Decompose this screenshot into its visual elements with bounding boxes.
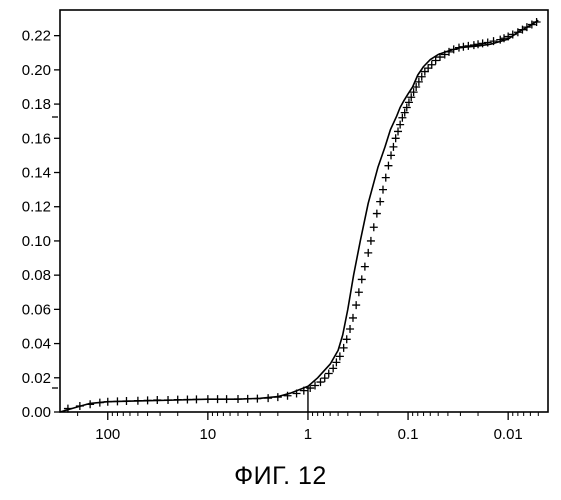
data-point xyxy=(343,335,351,343)
data-point xyxy=(86,400,94,408)
data-point xyxy=(192,395,200,403)
data-point xyxy=(396,121,404,129)
data-point xyxy=(370,223,378,231)
data-point xyxy=(204,395,212,403)
series-curve xyxy=(60,20,538,412)
data-point xyxy=(113,397,121,405)
data-point xyxy=(349,314,357,322)
data-point xyxy=(387,151,395,159)
y-tick-label: 0.16 xyxy=(22,130,51,147)
x-axis: 100 10 1 0.1 0.01 xyxy=(78,412,539,443)
y-tick-label: 0.02 xyxy=(22,370,51,387)
data-point xyxy=(293,390,301,398)
data-point xyxy=(459,43,467,51)
data-point xyxy=(355,288,363,296)
y-tick-label: 0.10 xyxy=(22,233,51,250)
data-point xyxy=(174,396,182,404)
x-tick-label: 100 xyxy=(95,426,120,443)
data-point xyxy=(223,395,231,403)
x-tick-label: 1 xyxy=(304,426,312,443)
plot-frame xyxy=(60,10,548,412)
data-point xyxy=(164,396,172,404)
figure-caption: ФИГ. 12 xyxy=(0,462,561,491)
y-tick-label: 0.22 xyxy=(22,28,51,45)
data-point xyxy=(352,301,360,309)
y-tick-label: 0.12 xyxy=(22,199,51,216)
y-tick-label: 0.06 xyxy=(22,301,51,318)
data-point xyxy=(122,397,130,405)
data-point xyxy=(376,198,384,206)
annotations xyxy=(52,117,308,412)
data-point xyxy=(325,370,333,378)
data-point xyxy=(234,395,242,403)
data-point xyxy=(474,40,482,48)
data-point xyxy=(214,395,222,403)
y-tick-label: 0.18 xyxy=(22,96,51,113)
data-point xyxy=(361,263,369,271)
data-point xyxy=(382,174,390,182)
data-point xyxy=(464,42,472,50)
y-axis: 0.00 0.02 0.04 0.06 0.08 0.10 0.12 0.14 0.16 0.18… xyxy=(22,28,60,421)
data-point xyxy=(274,393,282,401)
series-markers xyxy=(64,18,541,413)
data-point xyxy=(153,396,161,404)
data-point xyxy=(340,344,348,352)
data-point xyxy=(253,395,261,403)
data-point xyxy=(244,395,252,403)
data-point xyxy=(96,399,104,407)
data-point xyxy=(104,398,112,406)
y-tick-label: 0.00 xyxy=(22,404,51,421)
y-tick-label: 0.20 xyxy=(22,62,51,79)
series-line xyxy=(60,20,538,412)
data-point xyxy=(394,127,402,135)
data-point xyxy=(134,397,142,405)
y-tick-label: 0.04 xyxy=(22,336,51,353)
data-point xyxy=(183,396,191,404)
data-point xyxy=(367,237,375,245)
y-tick-label: 0.08 xyxy=(22,267,51,284)
data-point xyxy=(373,210,381,218)
x-tick-label: 10 xyxy=(200,426,217,443)
data-point xyxy=(346,325,354,333)
data-point xyxy=(358,275,366,283)
y-tick-label: 0.14 xyxy=(22,165,51,182)
data-point xyxy=(384,162,392,170)
data-point xyxy=(321,374,329,382)
data-point xyxy=(389,143,397,151)
plot-frame-group xyxy=(60,10,548,412)
data-point xyxy=(470,41,478,49)
data-point xyxy=(76,402,84,410)
data-point xyxy=(379,186,387,194)
data-point xyxy=(264,394,272,402)
data-point xyxy=(144,396,152,404)
x-tick-label: 0.1 xyxy=(398,426,419,443)
data-point xyxy=(455,44,463,52)
x-tick-label: 0.01 xyxy=(494,426,523,443)
data-point xyxy=(364,249,372,257)
data-point xyxy=(392,134,400,142)
